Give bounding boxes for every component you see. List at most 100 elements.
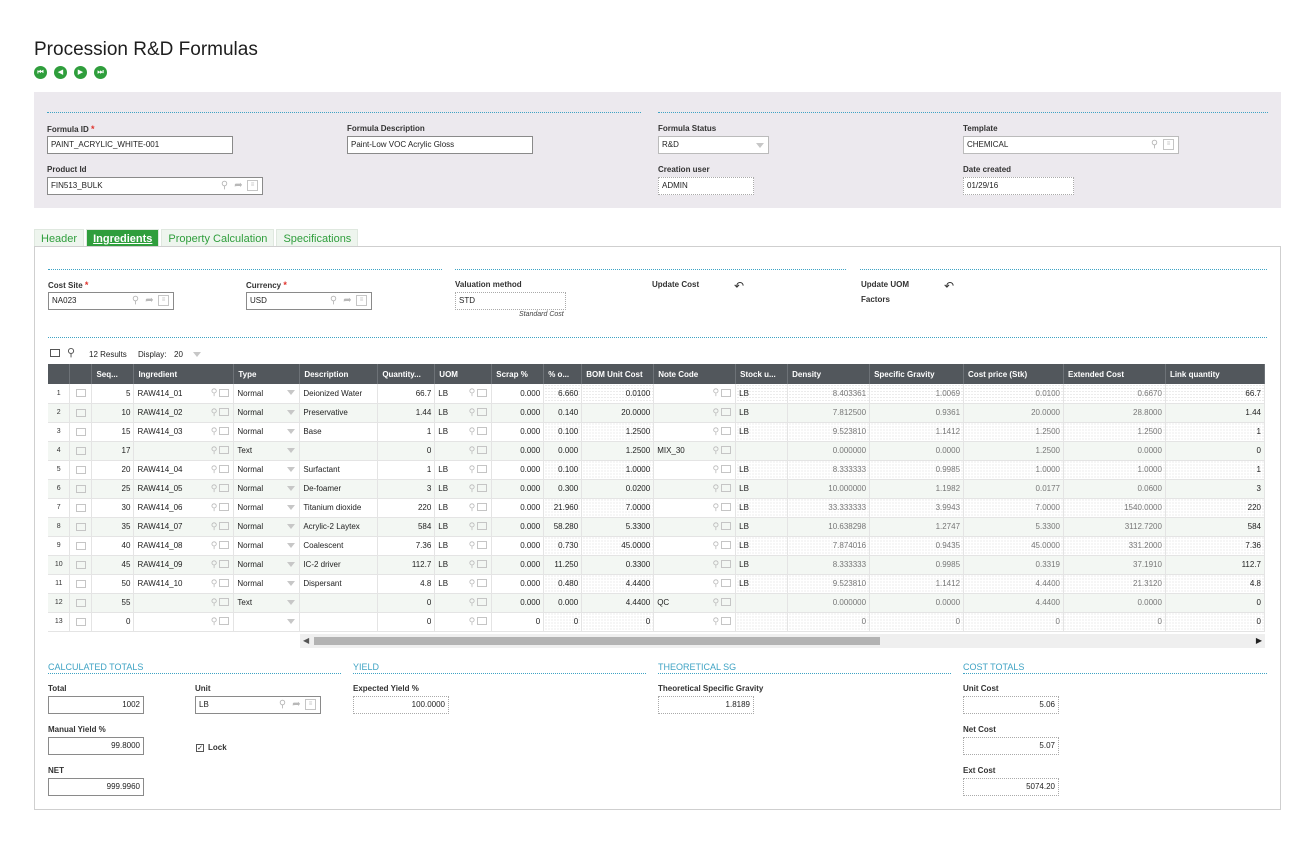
lookup-icons[interactable]: ⚲ [713, 387, 732, 398]
cell-uom[interactable]: LB ⚲ [434, 460, 493, 480]
cell-seq[interactable]: 50 [91, 574, 135, 594]
table-row[interactable]: 9 40 RAW414_08 ⚲ Normal Coalescent 7.36 LB ⚲ 0.00… [48, 536, 1265, 556]
lookup-icons[interactable]: ⚲ [211, 483, 230, 494]
cell-sg[interactable]: 1.0069 [869, 384, 965, 404]
search-icon[interactable]: ⚲ [210, 444, 218, 455]
cell-link[interactable]: 3 [1165, 479, 1265, 499]
cell-qty[interactable]: 0 [377, 612, 436, 632]
card-icon[interactable] [219, 560, 230, 569]
card-icon[interactable] [219, 484, 230, 493]
card-icon[interactable] [477, 388, 488, 397]
cell-qty[interactable]: 584 [377, 517, 436, 537]
column-header[interactable]: UOM [434, 364, 493, 384]
card-icon[interactable] [219, 541, 230, 550]
cell-seq[interactable]: 55 [91, 593, 135, 613]
cell-pct[interactable]: 11.250 [543, 555, 583, 575]
cell-desc[interactable]: Acrylic-2 Laytex [299, 517, 379, 537]
jump-to-icon[interactable]: ➦ [343, 295, 352, 306]
cell-bom[interactable]: 0.3300 [581, 555, 655, 575]
cell-stk[interactable] [735, 441, 789, 461]
cell-dens[interactable]: 8.333333 [787, 460, 871, 480]
card-icon[interactable] [219, 408, 230, 417]
table-row[interactable]: 11 50 RAW414_10 ⚲ Normal Dispersant 4.8 LB ⚲ 0.00… [48, 574, 1265, 594]
cell-qty[interactable]: 220 [377, 498, 436, 518]
grid-settings-icon[interactable] [50, 349, 60, 357]
cell-stk[interactable]: LB [735, 498, 789, 518]
cell-cp[interactable]: 0.3319 [963, 555, 1064, 575]
cell-ing[interactable]: ⚲ [133, 593, 235, 613]
cell-type[interactable]: Normal [233, 403, 301, 423]
chevron-down-icon[interactable] [287, 409, 296, 415]
card-icon[interactable] [721, 617, 732, 626]
cell-stk[interactable]: LB [735, 574, 789, 594]
cell-pct[interactable]: 0.730 [543, 536, 583, 556]
cell-cp[interactable]: 1.2500 [963, 441, 1064, 461]
search-icon[interactable]: ⚲ [468, 520, 476, 531]
table-row[interactable]: 6 25 RAW414_05 ⚲ Normal De-foamer 3 LB ⚲ 0.000 0.3… [48, 479, 1265, 499]
card-icon[interactable] [219, 446, 230, 455]
cell-scrap[interactable]: 0.000 [491, 498, 545, 518]
cell-uom[interactable]: LB ⚲ [434, 479, 493, 499]
card-icon[interactable] [477, 427, 488, 436]
cell-bom[interactable]: 4.4400 [581, 593, 655, 613]
cell-desc[interactable]: IC-2 driver [299, 555, 379, 575]
cell-dens[interactable]: 0.000000 [787, 441, 871, 461]
lookup-icons[interactable]: ⚲ [211, 445, 230, 456]
lookup-icons[interactable]: ⚲ [469, 502, 488, 513]
cell-link[interactable]: 4.8 [1165, 574, 1265, 594]
table-row[interactable]: 13 0 ⚲ 0 ⚲ 0 0 0 ⚲ 0 0 0 0 0 [48, 612, 1265, 632]
cell-note[interactable]: ⚲ [653, 536, 737, 556]
cell-seq[interactable]: 15 [91, 422, 135, 442]
cell-desc[interactable] [299, 612, 379, 632]
cell-type[interactable]: Text [233, 593, 301, 613]
lookup-icons[interactable]: ⚲ [713, 540, 732, 551]
cell-note[interactable]: ⚲ [653, 555, 737, 575]
display-count-select[interactable]: 20 [174, 350, 183, 359]
column-header[interactable]: Specific Gravity [869, 364, 965, 384]
row-action-cell[interactable] [69, 441, 93, 461]
lookup-icons[interactable]: ⚲ [713, 464, 732, 475]
cell-note[interactable]: ⚲ [653, 498, 737, 518]
chevron-down-icon[interactable] [287, 599, 296, 605]
product-id-field[interactable]: FIN513_BULK ⚲ ➦ ≡ [47, 177, 263, 195]
cell-type[interactable]: Normal [233, 460, 301, 480]
cell-cp[interactable]: 0.0177 [963, 479, 1064, 499]
cell-desc[interactable]: Base [299, 422, 379, 442]
lookup-icons[interactable]: ⚲ [713, 559, 732, 570]
lookup-icons[interactable]: ⚲ [211, 407, 230, 418]
cell-link[interactable]: 112.7 [1165, 555, 1265, 575]
search-icon[interactable]: ⚲ [210, 520, 218, 531]
row-action-cell[interactable] [69, 517, 93, 537]
cell-sg[interactable]: 0.9361 [869, 403, 965, 423]
cell-ing[interactable]: RAW414_07 ⚲ [133, 517, 235, 537]
card-icon[interactable] [721, 465, 732, 474]
cell-link[interactable]: 0 [1165, 441, 1265, 461]
card-icon[interactable] [219, 388, 230, 397]
cell-dens[interactable]: 0.000000 [787, 593, 871, 613]
update-cost-icon[interactable]: ↶ [734, 279, 745, 293]
row-action-cell[interactable] [69, 612, 93, 632]
lookup-icons[interactable]: ⚲ [713, 616, 732, 627]
cell-uom[interactable]: LB ⚲ [434, 536, 493, 556]
search-icon[interactable]: ⚲ [712, 501, 720, 512]
cell-desc[interactable]: Dispersant [299, 574, 379, 594]
cell-uom[interactable]: LB ⚲ [434, 517, 493, 537]
cell-scrap[interactable]: 0 [491, 612, 545, 632]
cell-pct[interactable]: 0.300 [543, 479, 583, 499]
row-detail-icon[interactable] [75, 560, 86, 569]
lookup-icons[interactable]: ⚲ [469, 521, 488, 532]
chevron-down-icon[interactable] [287, 542, 296, 548]
search-icon[interactable]: ⚲ [468, 615, 476, 626]
cell-ing[interactable]: ⚲ [133, 441, 235, 461]
row-detail-icon[interactable] [75, 522, 86, 531]
search-icon[interactable]: ⚲ [712, 387, 720, 397]
cell-dens[interactable]: 7.812500 [787, 403, 871, 423]
cell-ing[interactable]: RAW414_03 ⚲ [133, 422, 235, 442]
lookup-icons[interactable]: ⚲ [469, 597, 488, 608]
cell-ing[interactable]: RAW414_01 ⚲ [133, 384, 235, 404]
card-icon[interactable] [721, 446, 732, 455]
cell-cp[interactable]: 4.4400 [963, 574, 1064, 594]
search-icon[interactable]: ⚲ [712, 444, 720, 455]
card-icon[interactable] [721, 598, 732, 607]
chevron-down-icon[interactable] [287, 580, 296, 586]
